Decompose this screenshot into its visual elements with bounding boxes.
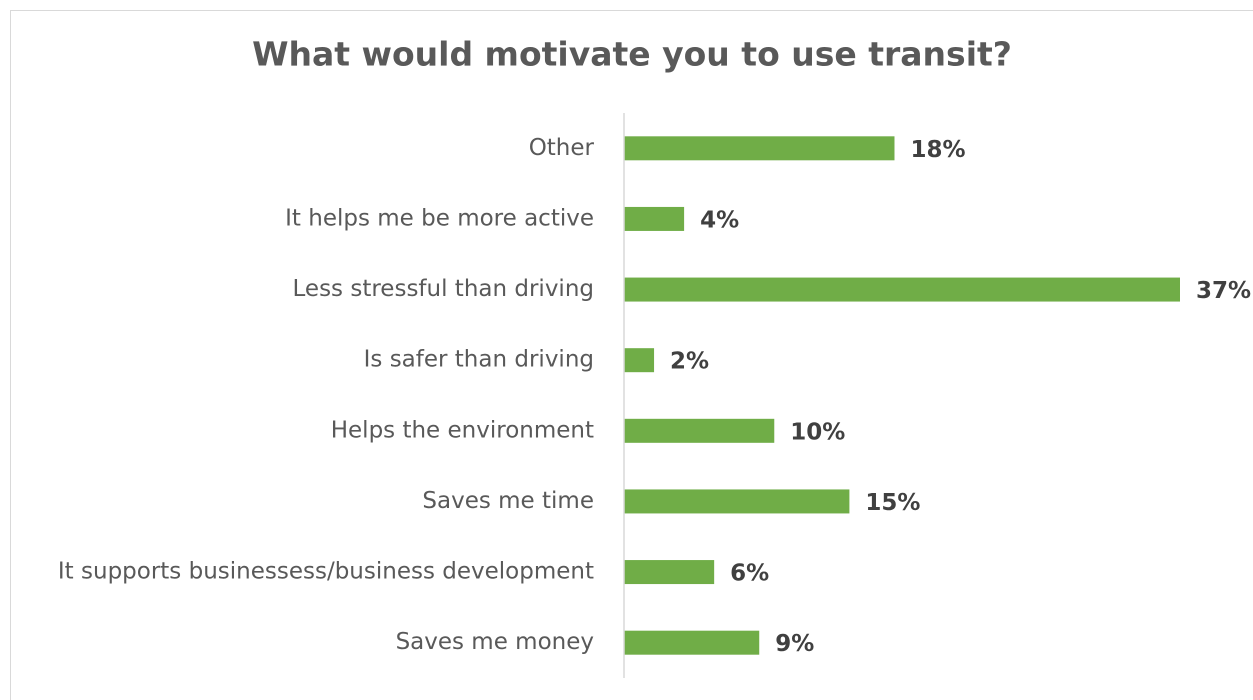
chart-title: What would motivate you to use transit?	[252, 35, 1012, 74]
y-tick-label: It helps me be more active	[285, 205, 594, 231]
bar	[624, 136, 895, 161]
data-label: 37%	[1196, 278, 1251, 304]
data-label: 6%	[730, 561, 769, 587]
data-label: 15%	[865, 490, 920, 516]
y-tick-label: Other	[529, 135, 595, 161]
bar	[624, 630, 760, 655]
y-tick-label: Less stressful than driving	[293, 276, 594, 302]
data-label: 18%	[910, 137, 965, 163]
data-label: 9%	[775, 631, 814, 657]
y-tick-label: Is safer than driving	[364, 347, 594, 373]
bar	[624, 348, 655, 373]
data-label: 2%	[670, 349, 709, 375]
bar	[624, 206, 685, 231]
data-label: 4%	[700, 207, 739, 233]
data-label: 10%	[790, 419, 845, 445]
y-tick-label: It supports businessess/business develop…	[58, 559, 594, 585]
bar	[624, 277, 1180, 302]
chart-frame	[10, 10, 1253, 700]
y-tick-label: Saves me time	[422, 488, 594, 514]
y-tick-label: Saves me money	[396, 629, 594, 655]
y-tick-label: Helps the environment	[331, 417, 594, 443]
bar	[624, 560, 715, 585]
bar	[624, 489, 850, 514]
bar	[624, 418, 775, 443]
